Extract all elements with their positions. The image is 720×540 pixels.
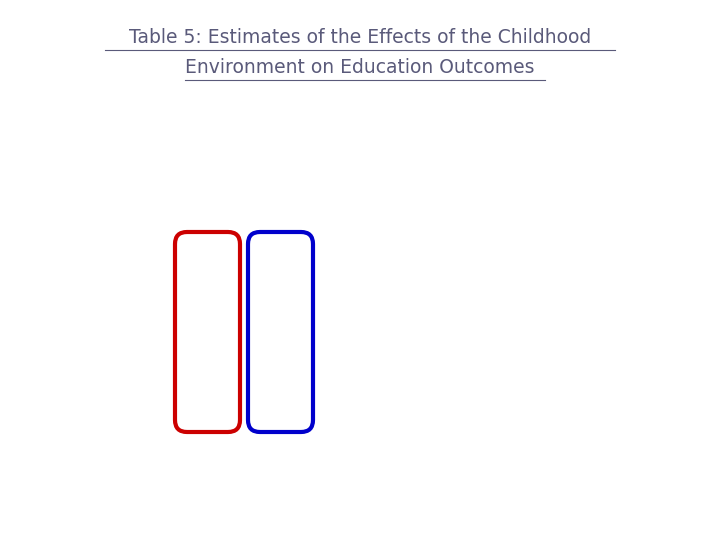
FancyBboxPatch shape <box>248 232 313 432</box>
Text: Table 5: Estimates of the Effects of the Childhood: Table 5: Estimates of the Effects of the… <box>129 28 591 47</box>
FancyBboxPatch shape <box>175 232 240 432</box>
Text: Environment on Education Outcomes: Environment on Education Outcomes <box>185 58 535 77</box>
